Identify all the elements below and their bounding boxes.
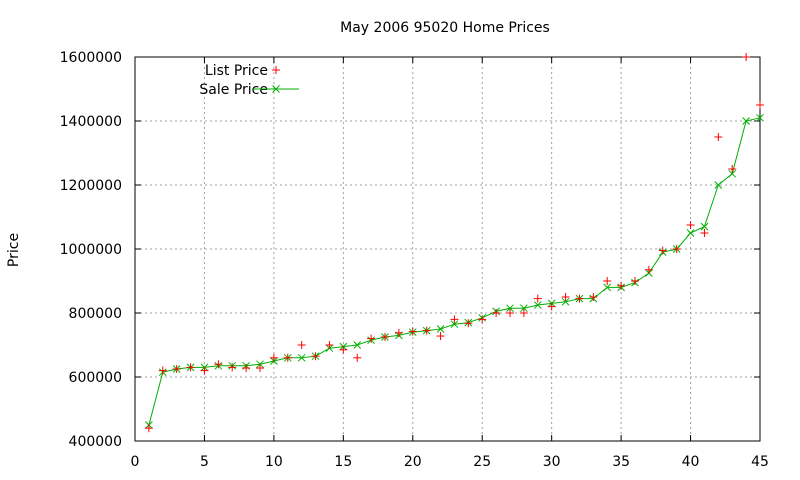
list-price-point — [367, 334, 376, 343]
list-price-point — [200, 366, 209, 375]
sale-price-point — [714, 181, 723, 189]
list-price-point — [186, 363, 195, 372]
list-price-point — [311, 352, 320, 361]
list-price-point — [436, 332, 445, 341]
plot-border — [134, 56, 761, 442]
list-price-point — [589, 293, 598, 301]
y-tick-label: 1200000 — [60, 178, 122, 194]
x-tick-label: 25 — [473, 454, 491, 470]
list-price-point — [325, 341, 334, 349]
list-price-point — [214, 360, 223, 369]
sale-price-point — [450, 320, 459, 329]
legend-marker-sale-price — [272, 85, 280, 93]
legend-label-sale-price: Sale Price — [199, 82, 268, 98]
grid-layer — [135, 57, 760, 441]
y-tick-label: 1400000 — [60, 114, 122, 130]
list-price-point — [506, 309, 514, 317]
y-tick-label: 1000000 — [60, 242, 122, 258]
sale-price-line — [148, 117, 761, 426]
list-price-point — [256, 364, 264, 373]
x-tick-label: 15 — [334, 454, 352, 470]
sale-price-point — [520, 304, 528, 313]
y-axis-label: Price — [6, 233, 22, 267]
x-tick-label: 35 — [612, 454, 630, 470]
x-tick-label: 5 — [200, 454, 209, 470]
y-tick-label: 1600000 — [60, 50, 122, 66]
list-price-point — [547, 302, 556, 311]
list-price-point — [714, 133, 723, 141]
x-tick-label: 45 — [751, 454, 769, 470]
list-price-point — [644, 265, 653, 274]
list-price-point — [492, 309, 501, 317]
legend-label-list-price: List Price — [205, 63, 268, 79]
list-price-point — [297, 341, 306, 349]
sale-price-point — [436, 325, 445, 333]
y-tick-label: 400000 — [69, 434, 122, 450]
y-tick-label: 600000 — [69, 370, 122, 386]
list-price-point — [422, 326, 431, 335]
list-price-point — [603, 277, 612, 285]
list-price-point — [533, 294, 542, 303]
sale-price-point — [603, 283, 612, 292]
list-price-point — [575, 294, 584, 303]
list-price-point — [478, 315, 487, 324]
list-price-point — [353, 353, 362, 362]
sale-price-point — [353, 341, 362, 349]
chart-title: May 2006 95020 Home Prices — [340, 20, 550, 36]
series-layer — [144, 53, 764, 433]
x-tick-label: 20 — [404, 454, 422, 470]
list-price-point — [464, 319, 473, 328]
list-price-point — [658, 246, 667, 255]
legend-marker-list-price — [272, 66, 280, 74]
list-price-point — [686, 221, 695, 229]
sale-price-point — [297, 353, 306, 362]
list-price-point — [617, 281, 626, 290]
list-price-point — [672, 245, 681, 253]
list-price-point — [450, 315, 459, 324]
legend: List Price Sale Price — [199, 63, 299, 98]
list-price-point — [228, 363, 237, 372]
sale-price-point — [533, 301, 542, 309]
list-price-point — [172, 365, 181, 373]
x-tick-label: 10 — [265, 454, 283, 470]
list-price-point — [158, 366, 167, 375]
list-price-point — [242, 364, 251, 373]
sale-price-point — [742, 117, 750, 125]
sale-price-point — [561, 297, 570, 306]
list-price-point — [408, 327, 417, 336]
sale-price-point — [728, 169, 737, 178]
list-price-point — [519, 309, 528, 317]
axes-layer: 0 5 10 15 20 25 30 35 40 45 400000 600000 800000 1000… — [60, 50, 769, 470]
x-tick-label: 0 — [131, 454, 140, 470]
x-tick-label: 40 — [682, 454, 700, 470]
list-price-point — [381, 333, 389, 341]
sale-price-point — [700, 222, 709, 231]
list-price-point — [269, 353, 278, 362]
sale-price-point — [686, 229, 695, 237]
y-tick-label: 800000 — [69, 306, 122, 322]
list-price-point — [394, 328, 403, 337]
list-price-point — [728, 165, 737, 173]
list-price-point — [561, 293, 570, 301]
list-price-point — [742, 53, 751, 61]
list-price-point — [756, 101, 764, 109]
sale-price-point — [756, 113, 764, 122]
sale-price-point — [506, 304, 514, 313]
list-price-point — [283, 353, 292, 362]
list-price-point — [631, 277, 639, 285]
list-price-point — [339, 345, 348, 354]
x-tick-label: 30 — [543, 454, 561, 470]
list-price-point — [144, 424, 153, 433]
list-price-point — [700, 229, 709, 237]
